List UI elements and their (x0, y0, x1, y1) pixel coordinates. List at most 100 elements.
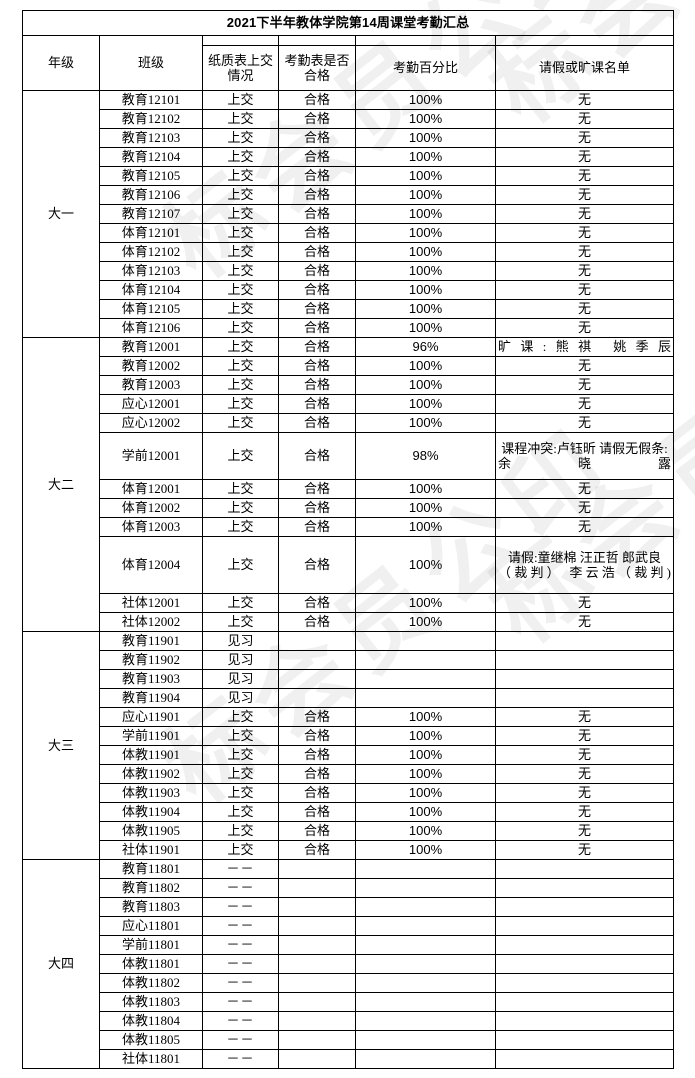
absence-names-value: 无 (495, 479, 674, 499)
class-name: 体教11902 (99, 764, 203, 784)
paper-submitted-value: 上交 (202, 517, 279, 537)
class-name: 体育12102 (99, 242, 203, 262)
table-row: 体育12104 上交 合格 100% 无 (23, 280, 674, 300)
absence-names-value: 无 (495, 185, 674, 205)
paper-submitted-value: 见习 (202, 650, 279, 670)
absence-names-value: 无 (495, 128, 674, 148)
absence-names-value: 旷课:熊祺 姚季辰 (495, 337, 674, 357)
paper-submitted-value: 见习 (202, 631, 279, 651)
attendance-qualified-value: 合格 (278, 432, 356, 480)
attendance-qualified-value: 合格 (278, 413, 356, 433)
paper-submitted-value: 上交 (202, 185, 279, 205)
paper-submitted-value: －－ (202, 878, 279, 898)
attendance-percent-value: 100% (355, 166, 496, 186)
attendance-qualified-value: 合格 (278, 337, 356, 357)
header-row: 纸质表上交情况 考勤表是否合格 考勤百分比 请假或旷课名单 (23, 45, 674, 91)
class-name: 体育12106 (99, 318, 203, 338)
attendance-qualified-value: 合格 (278, 128, 356, 148)
attendance-qualified-value (278, 973, 356, 993)
paper-submitted-value: 上交 (202, 166, 279, 186)
paper-submitted-value: 上交 (202, 432, 279, 480)
absence-names-value (495, 935, 674, 955)
paper-submitted-value: 上交 (202, 394, 279, 414)
absence-names-value: 无 (495, 204, 674, 224)
absence-names-value: 无 (495, 90, 674, 110)
class-name: 体育12002 (99, 498, 203, 518)
table-row: 教育12107 上交 合格 100% 无 (23, 204, 674, 224)
class-name: 体教11801 (99, 954, 203, 974)
attendance-qualified-value: 合格 (278, 745, 356, 765)
attendance-qualified-value (278, 935, 356, 955)
class-name: 教育12105 (99, 166, 203, 186)
absence-names-value (495, 973, 674, 993)
table-row: 应心12001 上交 合格 100% 无 (23, 394, 674, 414)
absence-names-value: 无 (495, 707, 674, 727)
attendance-qualified-value: 合格 (278, 204, 356, 224)
header-spacer-cell (278, 35, 356, 46)
attendance-qualified-value: 合格 (278, 479, 356, 499)
absence-names-value (495, 669, 674, 689)
paper-submitted-value: －－ (202, 1030, 279, 1050)
table-row: 体教11905 上交 合格 100% 无 (23, 821, 674, 841)
attendance-percent-value: 100% (355, 147, 496, 167)
table-row: 体教11805 －－ (23, 1030, 674, 1050)
paper-submitted-value: 上交 (202, 242, 279, 262)
attendance-qualified-value: 合格 (278, 802, 356, 822)
absence-names-value (495, 916, 674, 936)
table-row: 社体12002 上交 合格 100% 无 (23, 612, 674, 632)
class-name: 体育12003 (99, 517, 203, 537)
attendance-qualified-value (278, 1030, 356, 1050)
class-name: 教育12102 (99, 109, 203, 129)
attendance-percent-value: 100% (355, 707, 496, 727)
class-name: 体育12103 (99, 261, 203, 281)
paper-submitted-value: 上交 (202, 223, 279, 243)
attendance-percent-value: 100% (355, 90, 496, 110)
attendance-percent-value: 100% (355, 821, 496, 841)
absence-names-value: 无 (495, 802, 674, 822)
attendance-qualified-value: 合格 (278, 356, 356, 376)
class-name: 体育12001 (99, 479, 203, 499)
class-name: 体教11904 (99, 802, 203, 822)
attendance-percent-value: 100% (355, 280, 496, 300)
document-title: 2021下半年教体学院第14周课堂考勤汇总 (22, 10, 674, 36)
attendance-qualified-value: 合格 (278, 375, 356, 395)
absence-names-value: 无 (495, 840, 674, 860)
absence-names-value: 无 (495, 394, 674, 414)
table-row: 体育12002 上交 合格 100% 无 (23, 498, 674, 518)
attendance-percent-value: 100% (355, 479, 496, 499)
attendance-percent-value (355, 669, 496, 689)
attendance-percent-value: 100% (355, 223, 496, 243)
paper-submitted-value: 上交 (202, 280, 279, 300)
attendance-sheet: 2021下半年教体学院第14周课堂考勤汇总 年级 班级 纸质表上交情况 考勤表是否合格考… (22, 10, 674, 1069)
class-name: 学前12001 (99, 432, 203, 480)
table-row: 学前11801 －－ (23, 935, 674, 955)
class-name: 应心12001 (99, 394, 203, 414)
attendance-percent-value: 100% (355, 185, 496, 205)
table-row: 教育11902 见习 (23, 650, 674, 670)
attendance-percent-value: 100% (355, 413, 496, 433)
class-name: 社体11801 (99, 1049, 203, 1069)
absence-names-value: 无 (495, 726, 674, 746)
attendance-qualified-value: 合格 (278, 612, 356, 632)
attendance-qualified-value (278, 688, 356, 708)
class-name: 体教11802 (99, 973, 203, 993)
table-row: 教育12103 上交 合格 100% 无 (23, 128, 674, 148)
attendance-percent-value: 100% (355, 128, 496, 148)
paper-submitted-value: －－ (202, 992, 279, 1012)
absence-names-value (495, 1011, 674, 1031)
attendance-percent-value (355, 878, 496, 898)
header-spacer-cell (495, 35, 674, 46)
table-row: 体教11904 上交 合格 100% 无 (23, 802, 674, 822)
attendance-percent-value (355, 1011, 496, 1031)
attendance-percent-value (355, 916, 496, 936)
absence-names-value (495, 992, 674, 1012)
attendance-percent-value: 100% (355, 783, 496, 803)
table-row: 体育12001 上交 合格 100% 无 (23, 479, 674, 499)
attendance-qualified-value: 合格 (278, 242, 356, 262)
class-name: 体育12104 (99, 280, 203, 300)
attendance-percent-value: 100% (355, 109, 496, 129)
paper-submitted-value: －－ (202, 954, 279, 974)
absence-names-value (495, 878, 674, 898)
attendance-percent-value: 100% (355, 764, 496, 784)
table-row: 大三 教育11901 见习 (22, 631, 674, 860)
